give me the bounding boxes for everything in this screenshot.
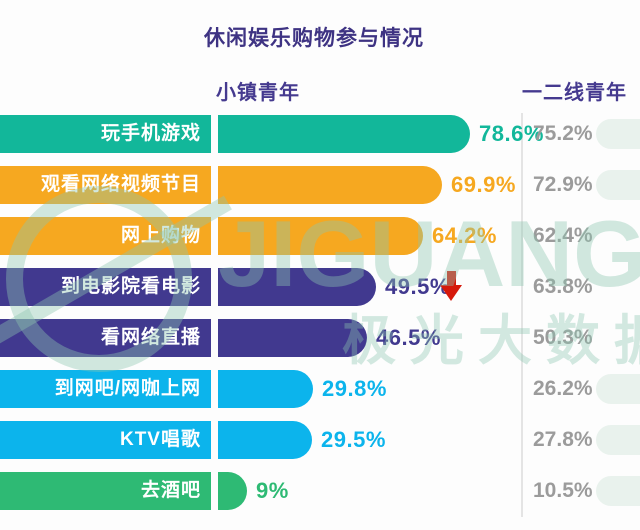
bar-value: 29.8% xyxy=(322,376,387,401)
chart-title: 休闲娱乐购物参与情况 xyxy=(204,27,424,50)
table-row: 观看网络视频节目 69.9% 72.9% xyxy=(0,166,640,204)
bar-value: 46.5% xyxy=(376,325,441,350)
category-label: 观看网络视频节目 xyxy=(0,166,211,204)
peer-value: 27.8% xyxy=(533,428,593,451)
category-label: 去酒吧 xyxy=(0,472,211,510)
bar-value: 49.5% xyxy=(385,274,450,299)
bar xyxy=(218,166,442,204)
peer-value: 72.9% xyxy=(533,173,593,196)
peer-value: 75.2% xyxy=(533,122,593,145)
column-header-small-town-youth: 小镇青年 xyxy=(216,82,300,104)
bar-value: 69.9% xyxy=(451,172,516,197)
column-divider xyxy=(521,113,523,517)
bar-value: 9% xyxy=(256,478,289,503)
bar xyxy=(218,421,312,459)
category-label: KTV唱歌 xyxy=(0,421,211,459)
column-header-tier12-youth: 一二线青年 xyxy=(522,82,627,104)
peer-value: 50.3% xyxy=(533,326,593,349)
watermark-blob xyxy=(596,119,640,149)
category-label: 到电影院看电影 xyxy=(0,268,211,306)
category-label: 玩手机游戏 xyxy=(0,115,211,153)
bar-value: 29.5% xyxy=(321,427,386,452)
category-label: 网上购物 xyxy=(0,217,211,255)
category-label: 到网吧/网咖上网 xyxy=(0,370,211,408)
table-row: 网上购物 64.2% 62.4% xyxy=(0,217,640,255)
bar xyxy=(218,319,367,357)
peer-value: 63.8% xyxy=(533,275,593,298)
watermark-blob xyxy=(596,476,640,506)
down-arrow-icon xyxy=(440,271,462,303)
peer-value: 62.4% xyxy=(533,224,593,247)
table-row: 到网吧/网咖上网 29.8% 26.2% xyxy=(0,370,640,408)
bar xyxy=(218,472,247,510)
bar xyxy=(218,370,313,408)
bar xyxy=(218,268,376,306)
table-row: 去酒吧 9% 10.5% xyxy=(0,472,640,510)
table-row: KTV唱歌 29.5% 27.8% xyxy=(0,421,640,459)
table-row: 看网络直播 46.5% 50.3% xyxy=(0,319,640,357)
peer-value: 26.2% xyxy=(533,377,593,400)
watermark-blob xyxy=(596,170,640,200)
bar-value: 78.6% xyxy=(479,121,544,146)
watermark-blob xyxy=(596,425,640,455)
bar xyxy=(218,217,423,255)
bar xyxy=(218,115,470,153)
bar-value: 64.2% xyxy=(432,223,497,248)
watermark-blob xyxy=(596,374,640,404)
table-row: 玩手机游戏 78.6% 75.2% xyxy=(0,115,640,153)
category-label: 看网络直播 xyxy=(0,319,211,357)
table-row: 到电影院看电影 49.5% 63.8% xyxy=(0,268,640,306)
bar-rows: 玩手机游戏 78.6% 75.2% 观看网络视频节目 69.9% 72.9% 网上购物 64.… xyxy=(0,115,640,523)
peer-value: 10.5% xyxy=(533,479,593,502)
